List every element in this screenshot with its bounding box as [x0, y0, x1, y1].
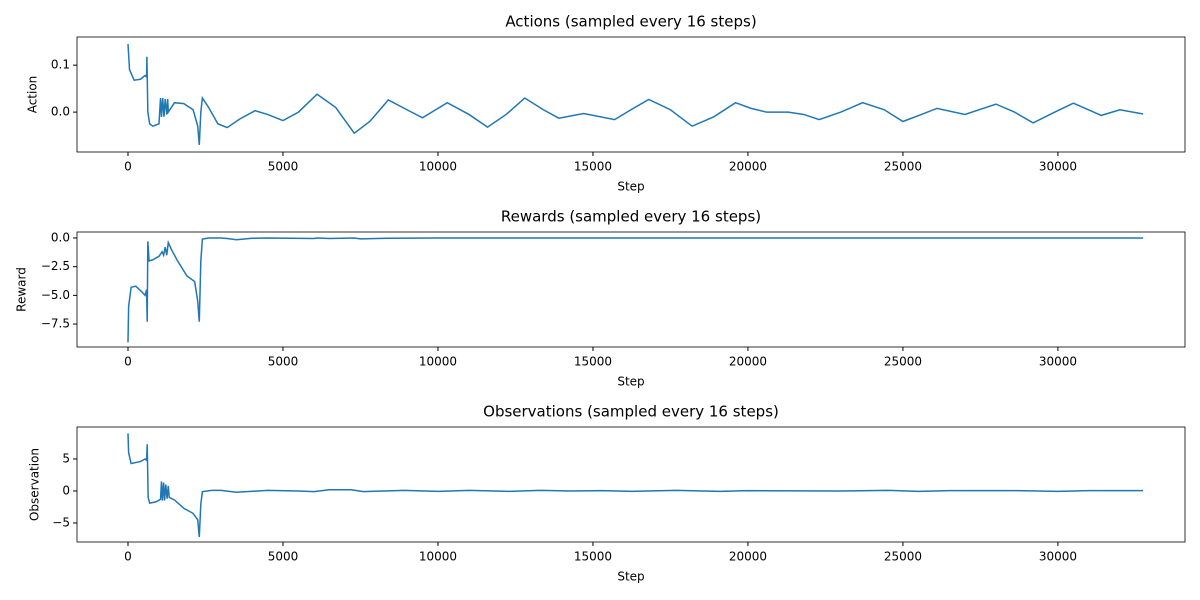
x-tick-label: 10000	[419, 355, 457, 369]
x-tick-label: 5000	[268, 550, 299, 564]
y-tick-label: 0.1	[51, 58, 70, 72]
x-tick-label: 25000	[884, 355, 922, 369]
x-axis-label: Step	[617, 570, 644, 584]
x-tick-label: 5000	[268, 355, 299, 369]
data-line	[127, 433, 1144, 538]
y-axis-label: Observation	[28, 448, 42, 521]
x-tick-label: 10000	[419, 550, 457, 564]
y-tick-label: 0	[62, 483, 70, 497]
y-tick-label: 5	[62, 451, 70, 465]
axes-frame	[76, 36, 1186, 153]
y-tick-label: −2.5	[41, 259, 70, 273]
x-tick-label: 15000	[574, 160, 612, 174]
x-tick-label: 0	[124, 160, 132, 174]
x-axis-label: Step	[617, 180, 644, 194]
y-tick-label: −5.0	[41, 288, 70, 302]
y-tick-label: −7.5	[41, 317, 70, 331]
x-tick-label: 20000	[729, 160, 767, 174]
x-tick-label: 30000	[1039, 355, 1077, 369]
x-tick-label: 15000	[574, 355, 612, 369]
y-tick-label: −5	[52, 515, 70, 529]
subplot: Observations (sampled every 16 steps)0 50…	[28, 403, 1186, 584]
x-tick-label: 25000	[884, 160, 922, 174]
x-tick-label: 30000	[1039, 550, 1077, 564]
x-tick-label: 15000	[574, 550, 612, 564]
x-tick-label: 10000	[419, 160, 457, 174]
x-tick-label: 0	[124, 550, 132, 564]
subplot-title: Rewards (sampled every 16 steps)	[501, 208, 761, 226]
x-tick-label: 0	[124, 355, 132, 369]
data-line	[127, 43, 1144, 146]
y-tick-label: 0.0	[51, 230, 70, 244]
x-tick-label: 20000	[729, 550, 767, 564]
y-axis-label: Reward	[15, 267, 29, 312]
subplot: Actions (sampled every 16 steps) 0 5000 100…	[26, 13, 1186, 194]
y-tick-label: 0.0	[51, 105, 70, 119]
data-line	[127, 237, 1144, 343]
subplot-title: Observations (sampled every 16 steps)	[483, 403, 779, 421]
axes-frame	[76, 426, 1186, 543]
y-axis-label: Action	[26, 76, 40, 114]
subplot-title: Actions (sampled every 16 steps)	[505, 13, 756, 31]
x-tick-label: 20000	[729, 355, 767, 369]
x-tick-label: 25000	[884, 550, 922, 564]
x-tick-label: 5000	[268, 160, 299, 174]
axes-frame	[76, 231, 1186, 348]
x-tick-label: 30000	[1039, 160, 1077, 174]
x-axis-label: Step	[617, 375, 644, 389]
subplot: Rewards (sampled every 16 steps) 0 5000 100…	[15, 208, 1186, 389]
